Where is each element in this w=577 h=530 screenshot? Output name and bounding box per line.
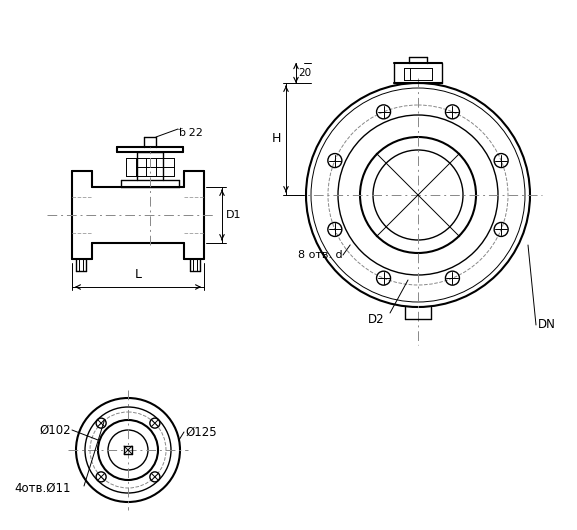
Text: H: H [272, 132, 281, 146]
Text: 20: 20 [298, 68, 311, 78]
Text: D2: D2 [368, 313, 385, 326]
Text: L: L [134, 268, 141, 281]
Text: D1: D1 [226, 210, 242, 220]
Text: DN: DN [538, 319, 556, 331]
Text: Ø125: Ø125 [185, 426, 216, 438]
Text: 4отв.Ø11: 4отв.Ø11 [14, 481, 71, 494]
Text: ␢ 22: ␢ 22 [179, 128, 204, 138]
Text: 8 отв. d: 8 отв. d [298, 250, 343, 260]
Text: Ø102: Ø102 [39, 423, 71, 437]
